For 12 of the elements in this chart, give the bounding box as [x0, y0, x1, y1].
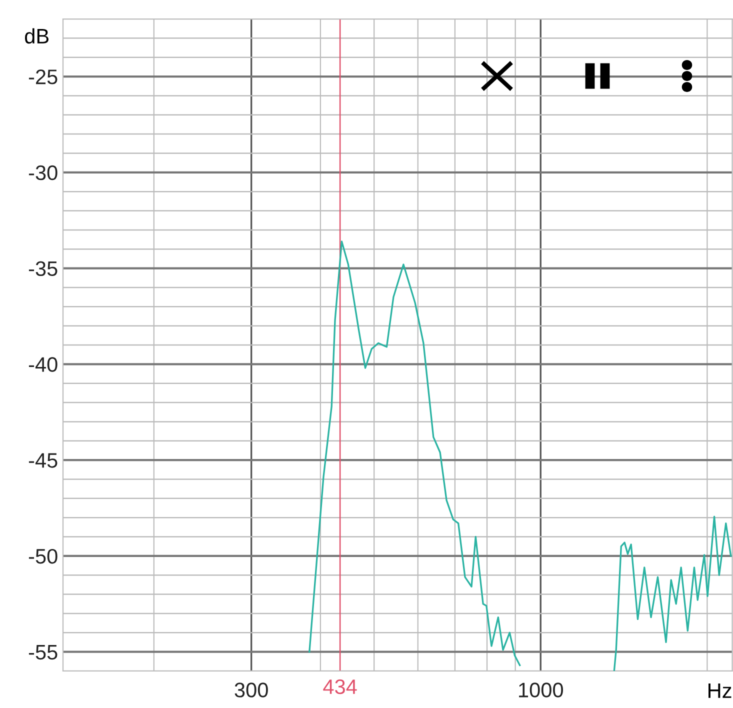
y-axis-title: dB [25, 28, 49, 44]
x-tick-label: 300 [234, 682, 268, 698]
y-tick-label: -45 [28, 453, 58, 468]
y-tick-label: -40 [28, 357, 58, 372]
x-tick-label: 1000 [519, 682, 563, 698]
y-tick-label: -30 [28, 165, 58, 180]
y-tick-label: -35 [28, 261, 58, 276]
ref-line-label: 434 [323, 679, 357, 694]
y-tick-label: -25 [28, 70, 58, 84]
y-tick-label: -55 [28, 645, 58, 660]
x-axis-title: Hz [708, 684, 732, 698]
y-tick-label: -50 [28, 548, 58, 564]
